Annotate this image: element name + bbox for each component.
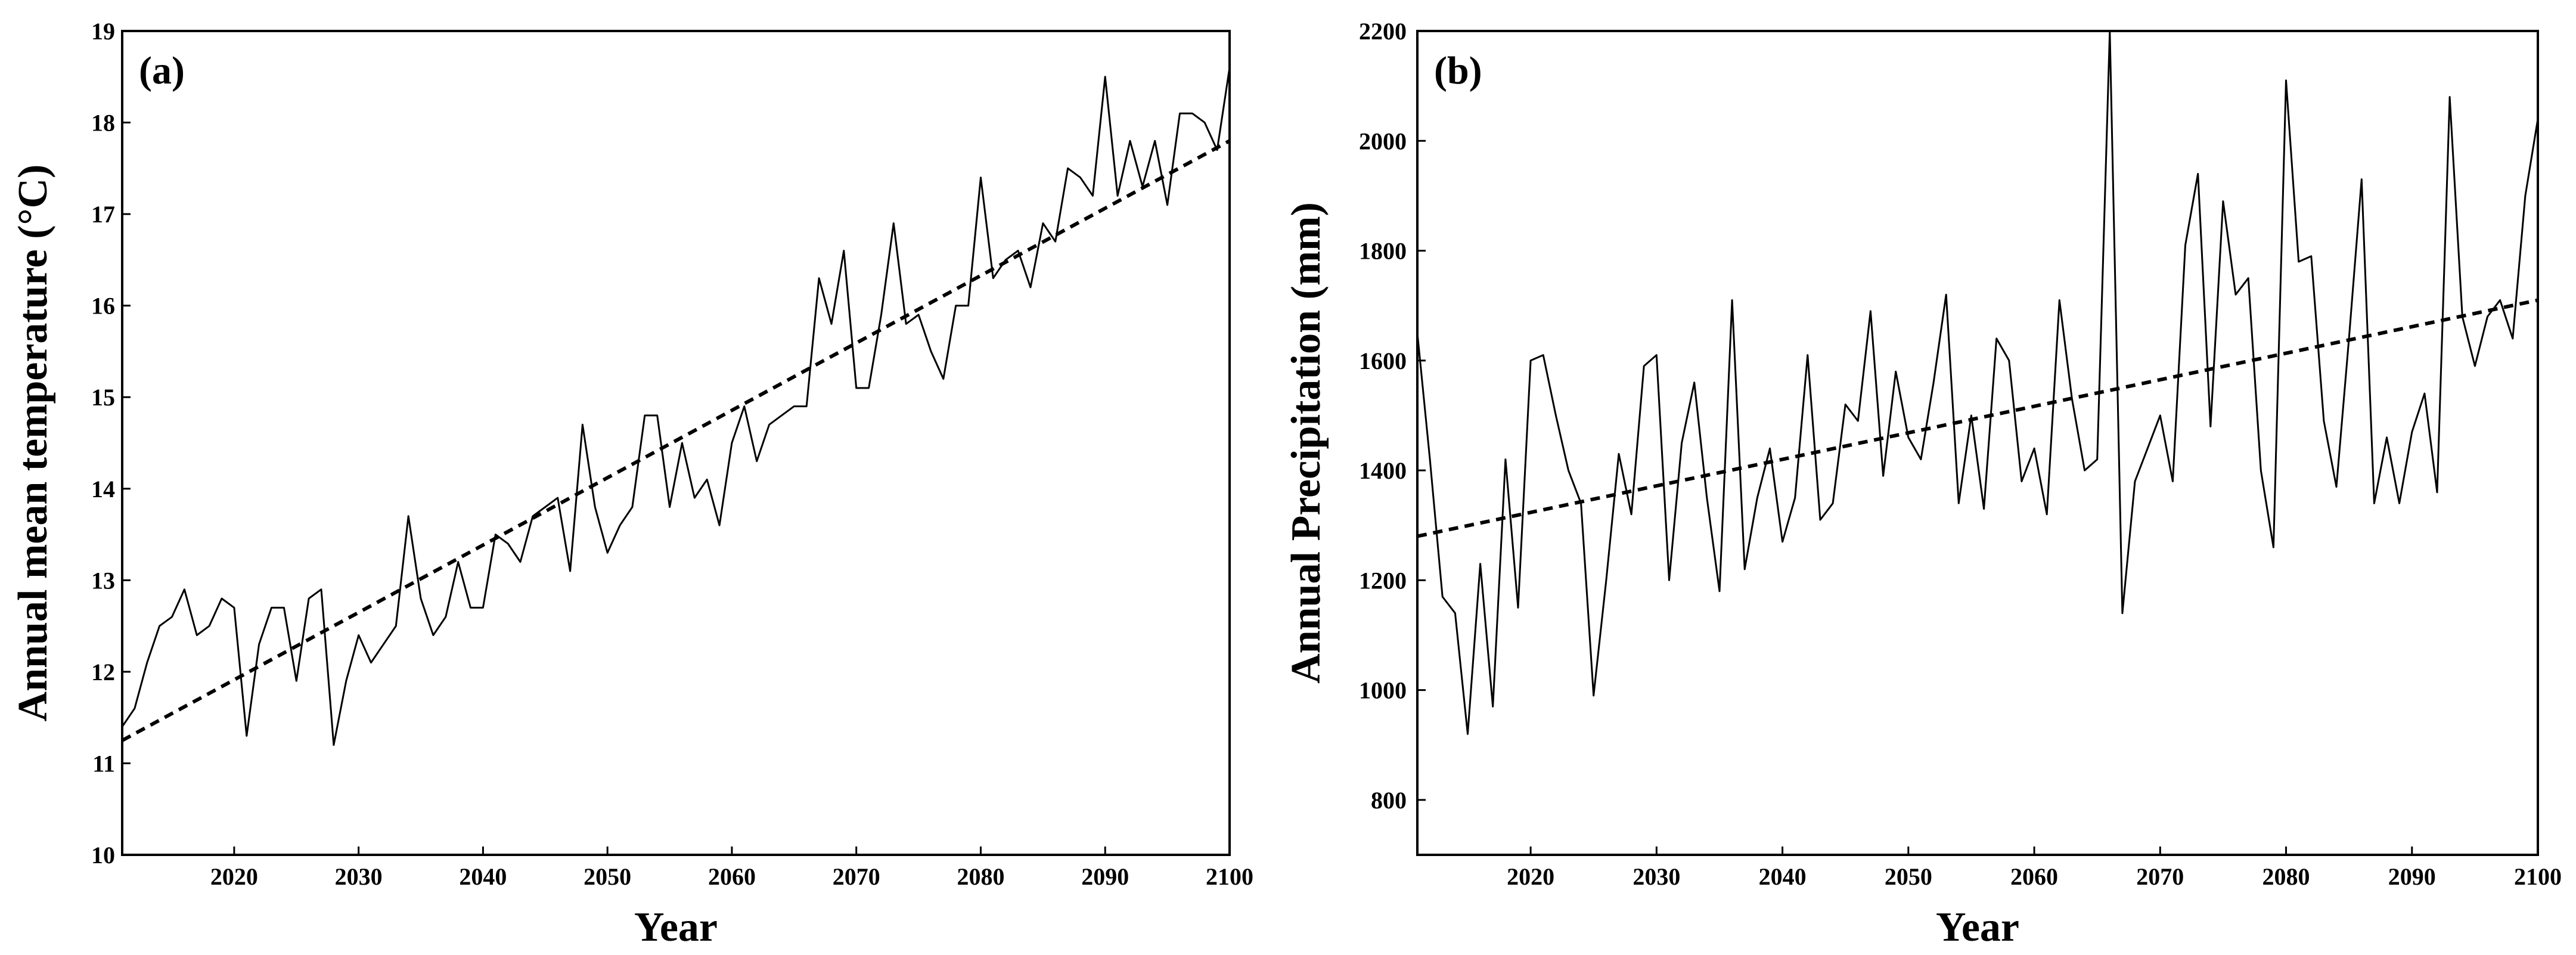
- y-tick-label: 800: [1371, 787, 1407, 814]
- y-tick-label: 2200: [1359, 18, 1407, 45]
- x-tick-label: 2030: [1632, 863, 1680, 890]
- x-tick-label: 2060: [2010, 863, 2058, 890]
- y-tick-label: 1800: [1359, 238, 1407, 265]
- y-tick-label: 18: [91, 110, 115, 137]
- y-tick-label: 1600: [1359, 348, 1407, 374]
- x-tick-label: 2050: [1885, 863, 1932, 890]
- x-tick-label: 2020: [210, 863, 258, 890]
- x-tick-label: 2090: [2388, 863, 2436, 890]
- x-tick-label: 2100: [2514, 863, 2562, 890]
- x-axis-title: Year: [1936, 904, 2019, 950]
- y-tick-label: 15: [91, 384, 115, 411]
- y-axis-title: Annual Precipitation (mm): [1283, 202, 1329, 684]
- series-line: [121, 67, 1231, 746]
- y-tick-label: 14: [91, 476, 115, 503]
- x-tick-label: 2060: [708, 863, 756, 890]
- y-tick-label: 1000: [1359, 677, 1407, 704]
- x-tick-label: 2080: [2262, 863, 2310, 890]
- panel-b-precipitation-chart: 800 1000 1200 1400 1600 1800 2000 2200 2020 2030 2…: [1283, 18, 2562, 950]
- x-tick-label: 2070: [833, 863, 880, 890]
- y-tick-label: 12: [91, 659, 115, 686]
- y-tick-label: 2000: [1359, 128, 1407, 154]
- plot-frame: [1416, 30, 2539, 856]
- x-tick-label: 2100: [1206, 863, 1253, 890]
- y-tick-label: 1200: [1359, 567, 1407, 594]
- plot-frame: [121, 30, 1231, 856]
- y-axis-title: Annual mean temperature (°C): [10, 165, 56, 722]
- panel-label: (a): [139, 49, 185, 92]
- x-tick-label: 2050: [584, 863, 631, 890]
- x-tick-label: 2080: [957, 863, 1004, 890]
- y-tick-label: 1400: [1359, 457, 1407, 484]
- y-tick-label: 19: [91, 18, 115, 45]
- y-tick-label: 16: [91, 293, 115, 320]
- x-tick-label: 2040: [1759, 863, 1807, 890]
- panel-label: (b): [1434, 49, 1482, 92]
- y-tick-label: 11: [92, 750, 115, 777]
- x-tick-label: 2030: [335, 863, 383, 890]
- y-tick-label: 10: [91, 842, 115, 869]
- x-tick-label: 2070: [2136, 863, 2184, 890]
- y-tick-label: 17: [91, 201, 115, 228]
- x-tick-label: 2090: [1081, 863, 1129, 890]
- x-tick-label: 2040: [459, 863, 507, 890]
- x-axis-title: Year: [634, 904, 718, 950]
- x-tick-label: 2020: [1507, 863, 1554, 890]
- trend-line: [121, 139, 1231, 742]
- trend-line: [1417, 298, 2538, 538]
- series-line: [1416, 30, 2539, 735]
- y-tick-label: 13: [91, 567, 115, 594]
- panel-a-temperature-chart: 10 11 12 13 14 15 16 17 18 19 2020 2030 2040 2050 2060…: [10, 18, 1253, 950]
